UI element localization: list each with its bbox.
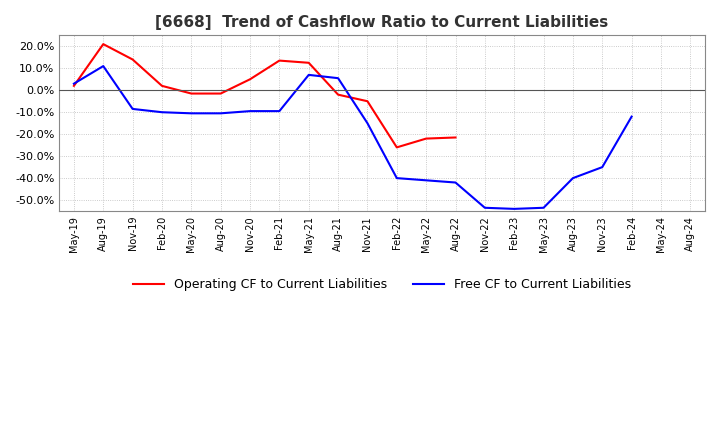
Free CF to Current Liabilities (422, 178, 431, 183)
Title: [6668]  Trend of Cashflow Ratio to Current Liabilities: [6668] Trend of Cashflow Ratio to Curren… (156, 15, 608, 30)
Free CF to Current Liabilities (392, 176, 401, 181)
Operating CF to Current Liabilities (392, 145, 401, 150)
Free CF to Current Liabilities (305, 72, 313, 77)
Operating CF to Current Liabilities (422, 136, 431, 141)
Free CF to Current Liabilities (334, 76, 343, 81)
Free CF to Current Liabilities (510, 206, 518, 212)
Operating CF to Current Liabilities (128, 57, 137, 62)
Free CF to Current Liabilities (569, 176, 577, 181)
Free CF to Current Liabilities (216, 111, 225, 116)
Operating CF to Current Liabilities (363, 99, 372, 104)
Line: Operating CF to Current Liabilities: Operating CF to Current Liabilities (74, 44, 456, 147)
Operating CF to Current Liabilities (451, 135, 460, 140)
Operating CF to Current Liabilities (275, 58, 284, 63)
Operating CF to Current Liabilities (334, 92, 343, 97)
Operating CF to Current Liabilities (305, 60, 313, 66)
Free CF to Current Liabilities (539, 205, 548, 210)
Free CF to Current Liabilities (70, 81, 78, 86)
Free CF to Current Liabilities (99, 63, 107, 69)
Legend: Operating CF to Current Liabilities, Free CF to Current Liabilities: Operating CF to Current Liabilities, Fre… (128, 273, 636, 296)
Free CF to Current Liabilities (451, 180, 460, 185)
Free CF to Current Liabilities (128, 106, 137, 112)
Free CF to Current Liabilities (187, 111, 196, 116)
Free CF to Current Liabilities (363, 121, 372, 126)
Operating CF to Current Liabilities (99, 41, 107, 47)
Line: Free CF to Current Liabilities: Free CF to Current Liabilities (74, 66, 631, 209)
Operating CF to Current Liabilities (187, 91, 196, 96)
Free CF to Current Liabilities (158, 110, 166, 115)
Free CF to Current Liabilities (246, 109, 254, 114)
Operating CF to Current Liabilities (216, 91, 225, 96)
Free CF to Current Liabilities (480, 205, 489, 210)
Operating CF to Current Liabilities (246, 77, 254, 82)
Operating CF to Current Liabilities (158, 83, 166, 88)
Free CF to Current Liabilities (275, 109, 284, 114)
Operating CF to Current Liabilities (70, 83, 78, 88)
Free CF to Current Liabilities (627, 114, 636, 119)
Free CF to Current Liabilities (598, 165, 606, 170)
